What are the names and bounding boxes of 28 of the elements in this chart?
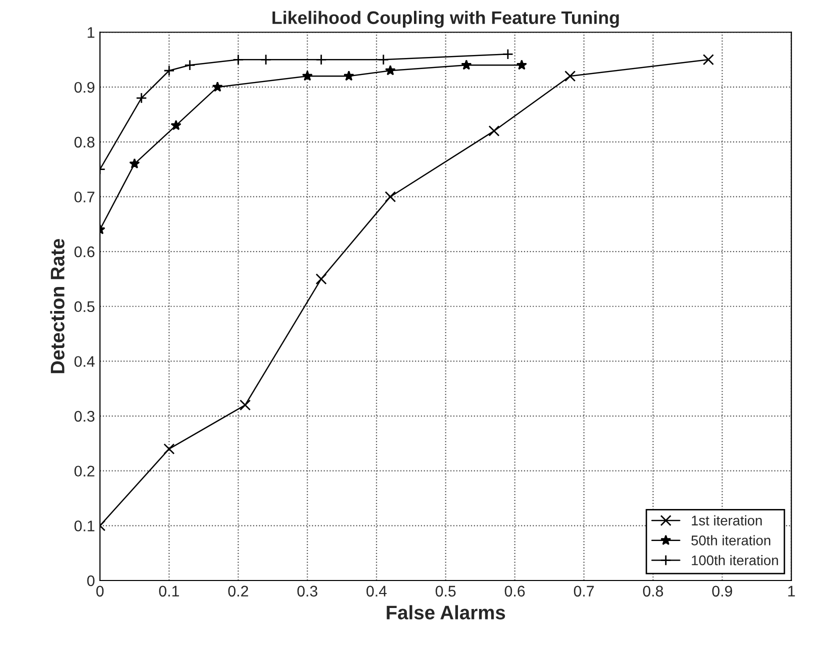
x-tick-label: 0.4 [366, 586, 387, 597]
legend-label: 50th iteration [691, 535, 770, 546]
legend-label: 1st iteration [692, 515, 762, 526]
y-tick-label: 0.7 [74, 192, 94, 202]
x-tick-label: 1 [788, 586, 795, 596]
y-tick-label: 0.2 [74, 466, 94, 477]
y-tick-label: 0.8 [74, 136, 94, 148]
x-tick-label: 0.3 [297, 586, 318, 597]
x-tick-label: 0 [96, 586, 104, 597]
chart-title: Likelihood Coupling with Feature Tuning [272, 10, 619, 28]
y-tick-label: 0 [87, 575, 94, 586]
x-tick-label: 0.9 [712, 586, 732, 597]
y-axis-title: Detection Rate [50, 238, 64, 374]
x-tick-label: 0.8 [643, 586, 664, 597]
y-tick-label: 0.4 [74, 356, 95, 367]
legend-label: 100th iteration [692, 555, 778, 566]
y-tick-label: 1 [88, 27, 94, 38]
x-tick-label: 0.6 [504, 586, 525, 597]
y-tick-label: 0.6 [74, 246, 94, 258]
y-tick-label: 0.9 [74, 82, 94, 93]
x-axis-title: False Alarms [386, 605, 506, 620]
x-tick-label: 0.1 [159, 586, 179, 597]
x-tick-label: 0.7 [574, 586, 594, 597]
y-tick-label: 0.1 [74, 520, 94, 532]
y-tick-label: 0.5 [74, 301, 94, 312]
x-tick-label: 0.2 [228, 586, 248, 597]
x-tick-label: 0.5 [436, 586, 456, 597]
y-tick-label: 0.3 [74, 410, 94, 422]
